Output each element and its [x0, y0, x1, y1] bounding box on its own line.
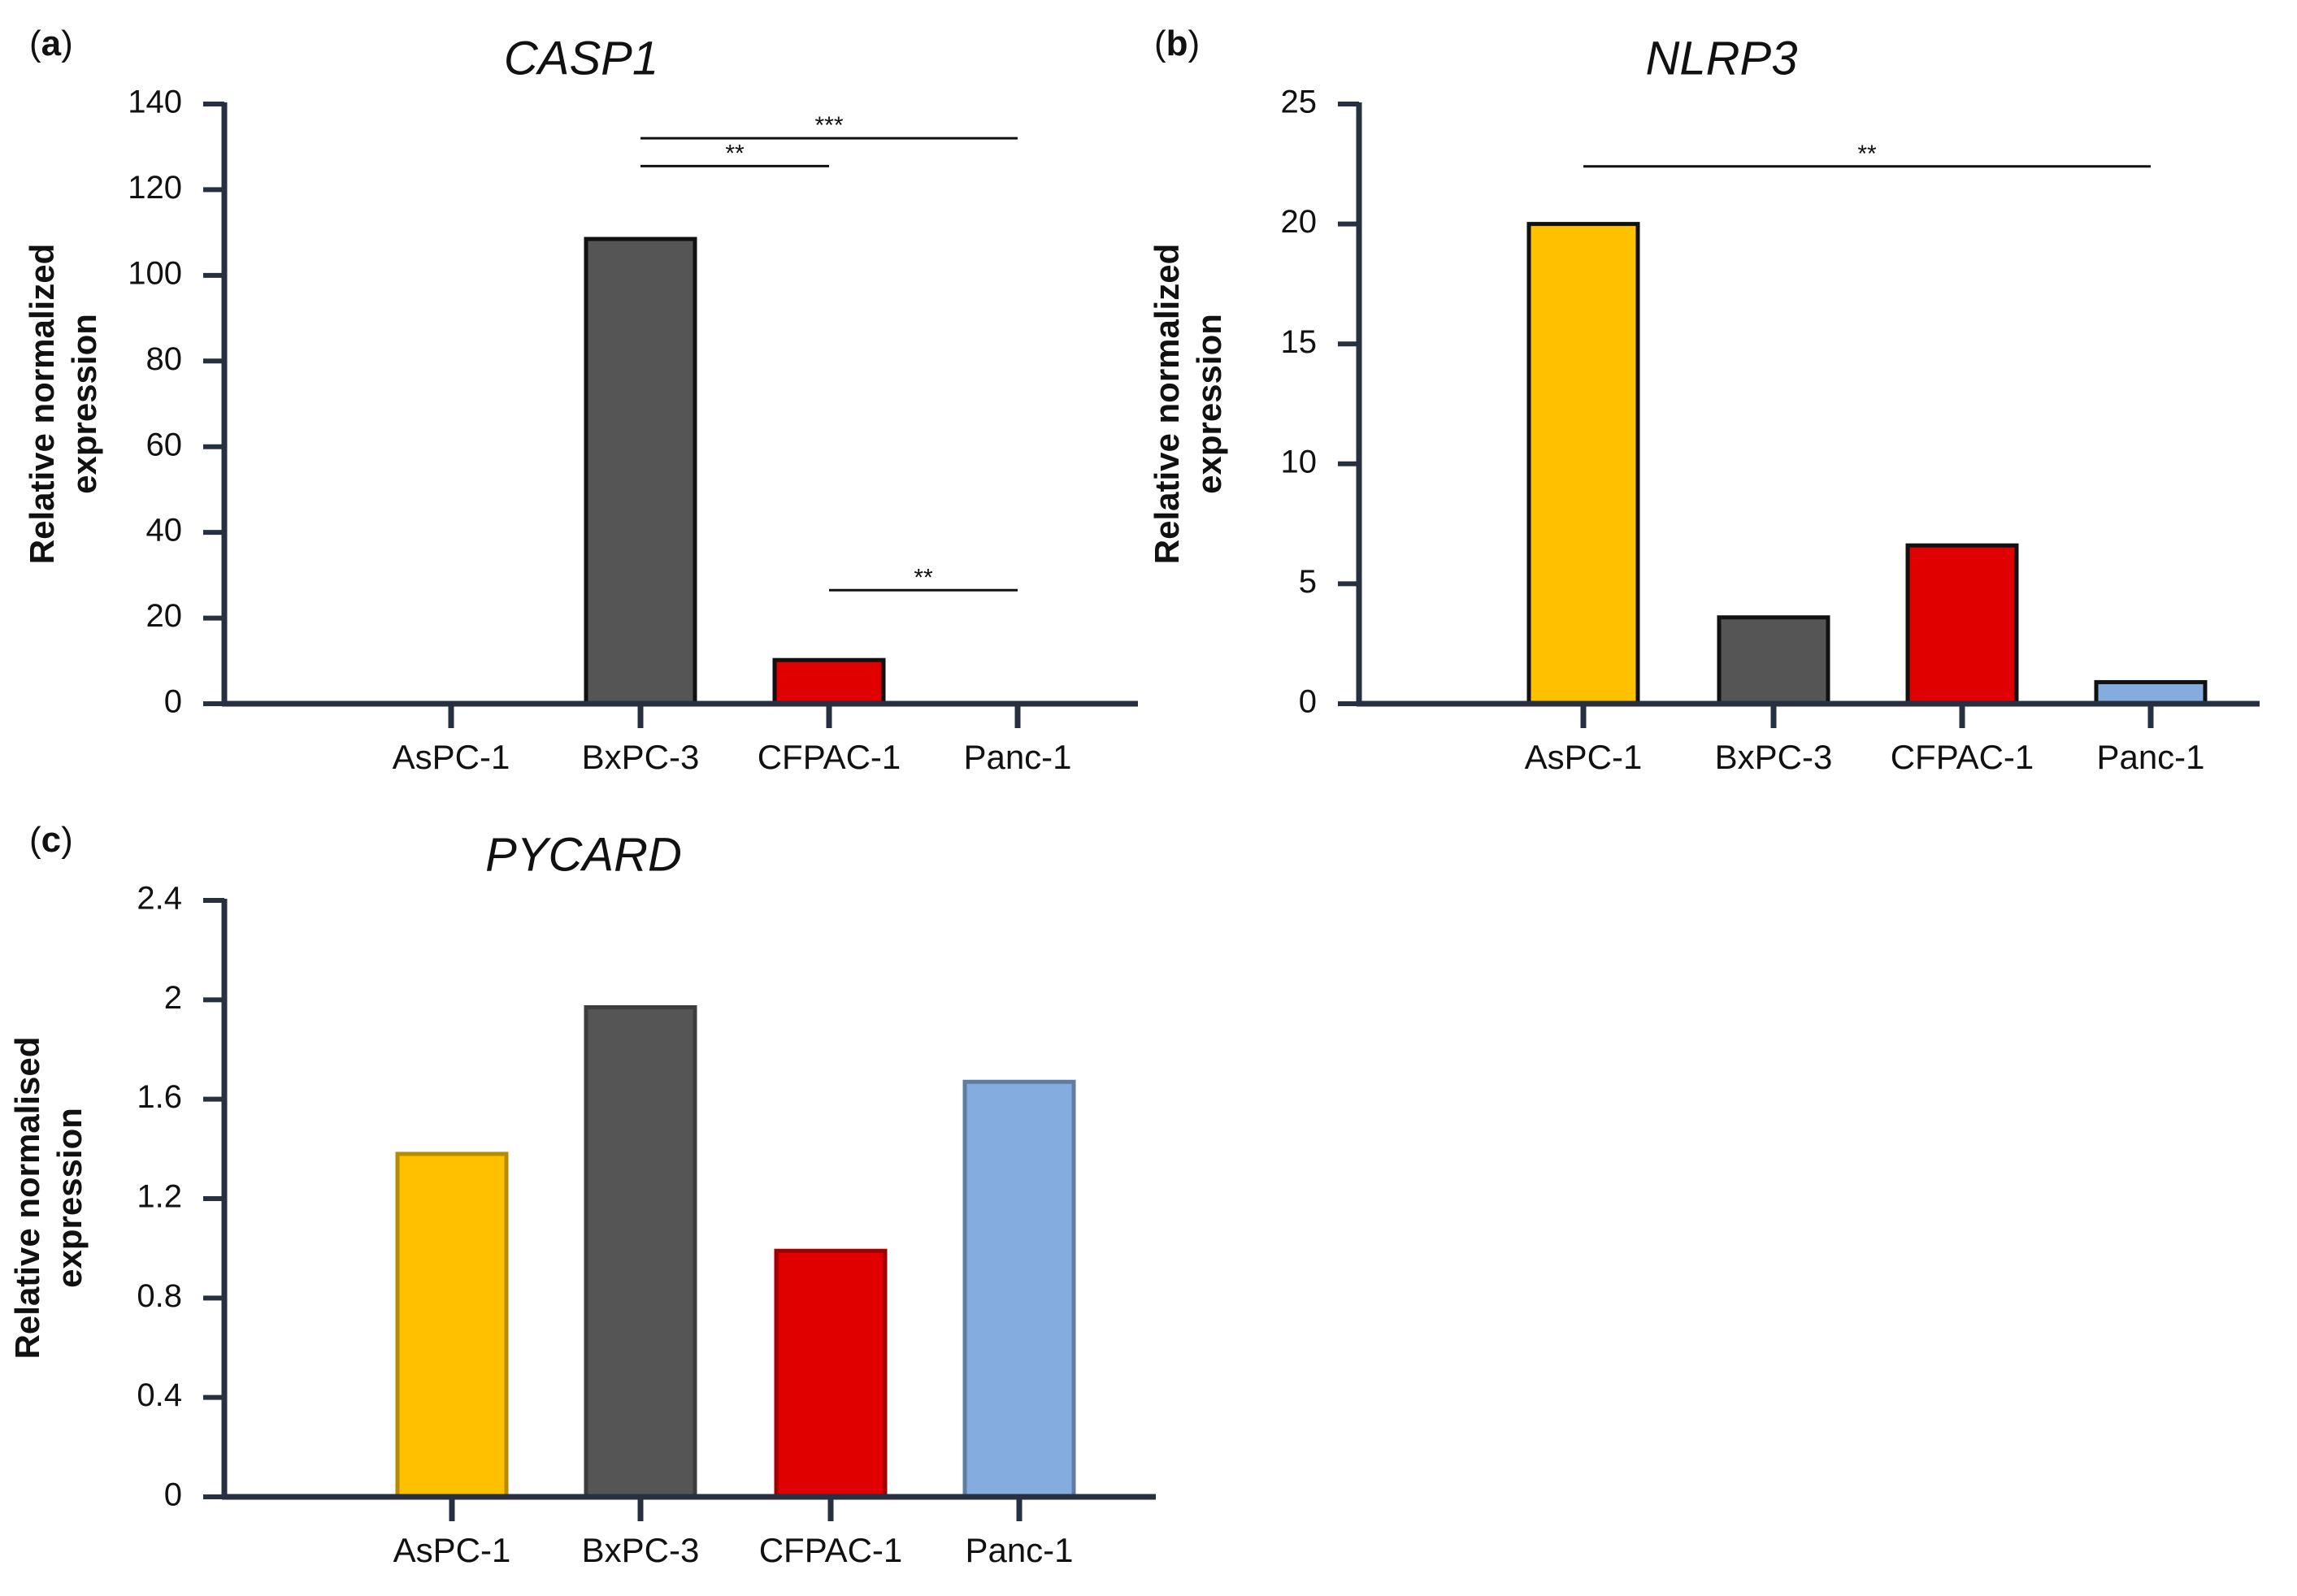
y-tick-label: 0.8 — [137, 1278, 182, 1314]
bar-BxPC-3 — [584, 1005, 697, 1499]
chart-panel-3: (c) PYCARD Relative normalised expression 0 0… — [8, 820, 1156, 1569]
bar-CFPAC-1 — [772, 657, 886, 706]
significance-label: ** — [1857, 141, 1877, 167]
bar-BxPC-3 — [584, 236, 697, 706]
panel-label: (a) — [29, 24, 73, 63]
y-tick-label: 100 — [128, 255, 182, 291]
x-tick-label: AsPC-1 — [393, 738, 510, 776]
panel-label: (b) — [1154, 24, 1200, 63]
y-tick-label: 20 — [1281, 204, 1318, 240]
y-tick-label: 15 — [1281, 324, 1318, 360]
chart-title: NLRP3 — [1646, 32, 1798, 85]
y-tick-label: 140 — [128, 85, 182, 120]
y-tick-label: 120 — [128, 170, 182, 206]
bar-BxPC-3 — [1717, 615, 1830, 706]
x-tick-label: BxPC-3 — [582, 1531, 700, 1569]
y-tick-label: 1.6 — [137, 1079, 182, 1115]
bar-Panc-1 — [2094, 679, 2208, 706]
y-tick-label: 5 — [1299, 564, 1317, 600]
x-tick-label: Panc-1 — [965, 1531, 1073, 1569]
x-tick-label: BxPC-3 — [582, 738, 700, 776]
y-axis-label: Relative normalized expression — [23, 244, 103, 564]
chart-title: PYCARD — [485, 828, 682, 881]
bar-AsPC-1 — [395, 1151, 509, 1499]
significance-label: ** — [914, 564, 933, 591]
bar-CFPAC-1 — [774, 1248, 888, 1499]
y-tick-label: 0 — [1299, 684, 1317, 720]
y-axis-label: Relative normalized expression — [1148, 244, 1228, 564]
y-tick-label: 0 — [164, 1477, 182, 1513]
y-tick-label: 2.4 — [137, 881, 182, 917]
x-tick-label: Panc-1 — [2096, 738, 2204, 776]
y-axis-label: Relative normalised expression — [8, 1037, 89, 1360]
x-tick-label: CFPAC-1 — [1891, 738, 2034, 776]
significance-label: *** — [814, 112, 843, 139]
panel-label: (c) — [29, 820, 73, 860]
chart-panel-2: (b) NLRP3 Relative normalized expression 0 5 1… — [1148, 24, 2260, 776]
y-tick-label: 2 — [164, 980, 182, 1016]
x-tick-label: AsPC-1 — [393, 1531, 511, 1569]
bar-Panc-1 — [962, 1079, 1076, 1499]
chart-title: CASP1 — [504, 32, 658, 85]
x-tick-label: Panc-1 — [963, 738, 1071, 776]
significance-label: ** — [725, 140, 745, 167]
x-tick-label: CFPAC-1 — [759, 1531, 903, 1569]
y-tick-label: 10 — [1281, 444, 1318, 479]
y-tick-label: 0 — [164, 684, 182, 720]
y-tick-label: 1.2 — [137, 1179, 182, 1215]
y-tick-label: 60 — [146, 427, 183, 462]
x-tick-label: AsPC-1 — [1525, 738, 1643, 776]
y-tick-label: 20 — [146, 598, 183, 634]
y-tick-label: 80 — [146, 341, 183, 377]
chart-panel-1: (a) CASP1 Relative normalized expression 0 20… — [23, 24, 1138, 776]
x-tick-label: CFPAC-1 — [758, 738, 901, 776]
bar-AsPC-1 — [1526, 222, 1640, 706]
bar-CFPAC-1 — [1905, 543, 2019, 706]
y-tick-label: 25 — [1281, 85, 1318, 120]
y-tick-label: 40 — [146, 513, 183, 549]
x-tick-label: BxPC-3 — [1715, 738, 1833, 776]
y-tick-label: 0.4 — [137, 1377, 182, 1413]
